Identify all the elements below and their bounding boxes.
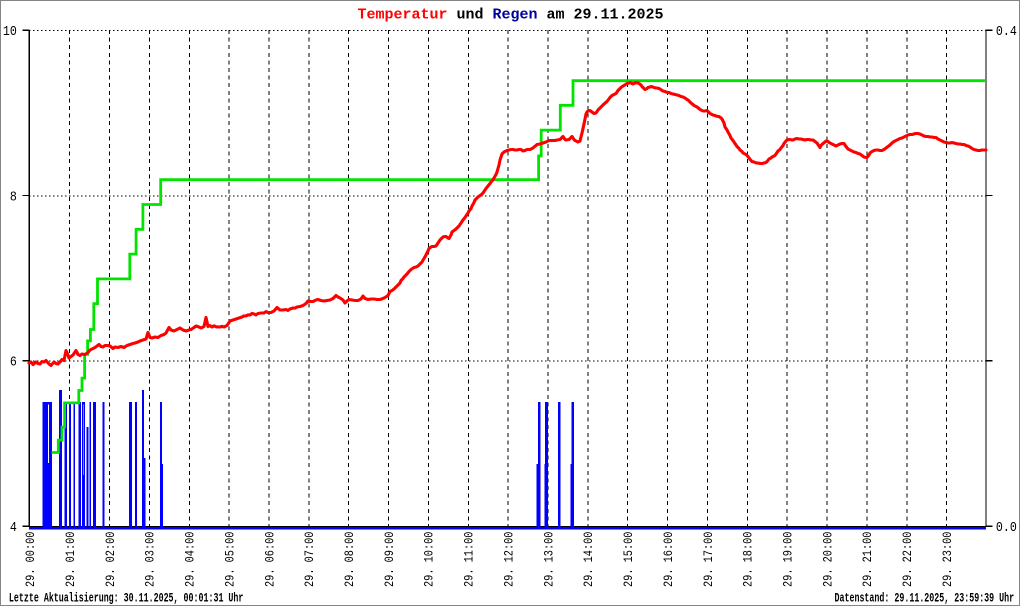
svg-text:29. 15:00: 29. 15:00 (621, 532, 637, 587)
svg-text:am 29.11.2025: am 29.11.2025 (547, 7, 664, 24)
svg-text:29. 22:00: 29. 22:00 (900, 532, 916, 587)
svg-text:29. 23:00: 29. 23:00 (940, 532, 956, 587)
svg-text:Letzte Aktualisierung: 30.11.2: Letzte Aktualisierung: 30.11.2025, 00:01… (9, 592, 244, 606)
svg-text:29. 18:00: 29. 18:00 (741, 532, 757, 587)
svg-text:29. 17:00: 29. 17:00 (701, 532, 717, 587)
svg-text:29. 12:00: 29. 12:00 (501, 532, 517, 587)
svg-text:29. 00:00: 29. 00:00 (23, 532, 39, 587)
svg-text:29. 08:00: 29. 08:00 (342, 532, 358, 587)
svg-text:29. 13:00: 29. 13:00 (541, 532, 557, 587)
svg-text:29. 11:00: 29. 11:00 (462, 532, 478, 587)
svg-text:29. 14:00: 29. 14:00 (581, 532, 597, 587)
svg-text:29. 16:00: 29. 16:00 (661, 532, 677, 587)
svg-text:0.0: 0.0 (996, 519, 1017, 535)
svg-text:29. 02:00: 29. 02:00 (103, 532, 119, 587)
svg-text:29. 05:00: 29. 05:00 (222, 532, 238, 587)
svg-text:29. 21:00: 29. 21:00 (860, 532, 876, 587)
svg-text:29. 01:00: 29. 01:00 (63, 532, 79, 587)
svg-text:29. 19:00: 29. 19:00 (780, 532, 796, 587)
svg-text:29. 04:00: 29. 04:00 (183, 532, 199, 587)
svg-text:Datenstand: 29.11.2025, 23:59:: Datenstand: 29.11.2025, 23:59:39 Uhr (835, 592, 1015, 606)
svg-text:29. 03:00: 29. 03:00 (143, 532, 159, 587)
svg-text:0.4: 0.4 (996, 23, 1017, 39)
svg-text:8: 8 (10, 188, 17, 204)
svg-text:29. 09:00: 29. 09:00 (382, 532, 398, 587)
svg-text:29. 10:00: 29. 10:00 (422, 532, 438, 587)
svg-text:Regen: Regen (493, 7, 538, 24)
svg-text:29. 20:00: 29. 20:00 (820, 532, 836, 587)
svg-text:10: 10 (3, 23, 17, 39)
svg-text:29. 06:00: 29. 06:00 (262, 532, 278, 587)
svg-text:4: 4 (10, 519, 17, 535)
svg-text:6: 6 (10, 354, 17, 370)
svg-text:Temperatur: Temperatur (358, 7, 448, 24)
svg-text:29. 07:00: 29. 07:00 (302, 532, 318, 587)
svg-text:und: und (457, 7, 484, 24)
